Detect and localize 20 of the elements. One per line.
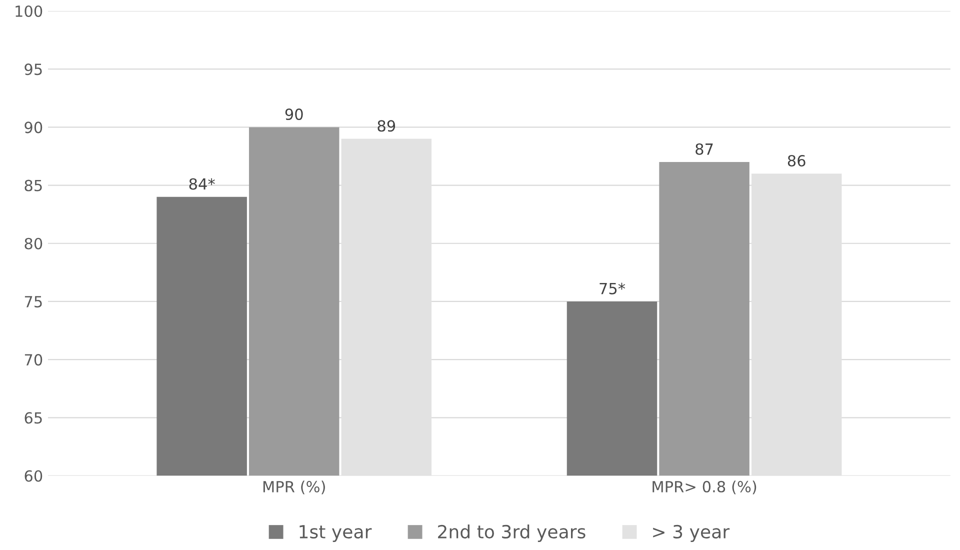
x-tick-label: MPR (%)	[263, 480, 325, 494]
x-tick-label: MPR> 0.8 (%)	[652, 480, 756, 494]
data-label: 87	[696, 143, 713, 155]
y-tick-label: 65	[24, 412, 42, 424]
data-label: 84*	[189, 178, 215, 190]
y-tick-label: 80	[24, 238, 42, 250]
y-tick-label: 70	[24, 354, 42, 366]
legend-label: 1st year	[300, 525, 372, 542]
y-tick-label: 75	[24, 296, 42, 308]
y-tick-label: 95	[24, 64, 42, 76]
y-tick-label: 90	[24, 122, 42, 134]
data-label: 75*	[600, 282, 626, 294]
data-label: 90	[285, 108, 303, 120]
data-label: 89	[378, 120, 396, 132]
y-tick-label: 100	[16, 5, 42, 18]
data-label: 86	[788, 154, 806, 167]
y-tick-label: 60	[24, 470, 42, 482]
y-tick-label: 85	[24, 180, 42, 192]
legend-label: 2nd to 3rd years	[438, 524, 586, 542]
legend-label: > 3 year	[653, 524, 730, 542]
